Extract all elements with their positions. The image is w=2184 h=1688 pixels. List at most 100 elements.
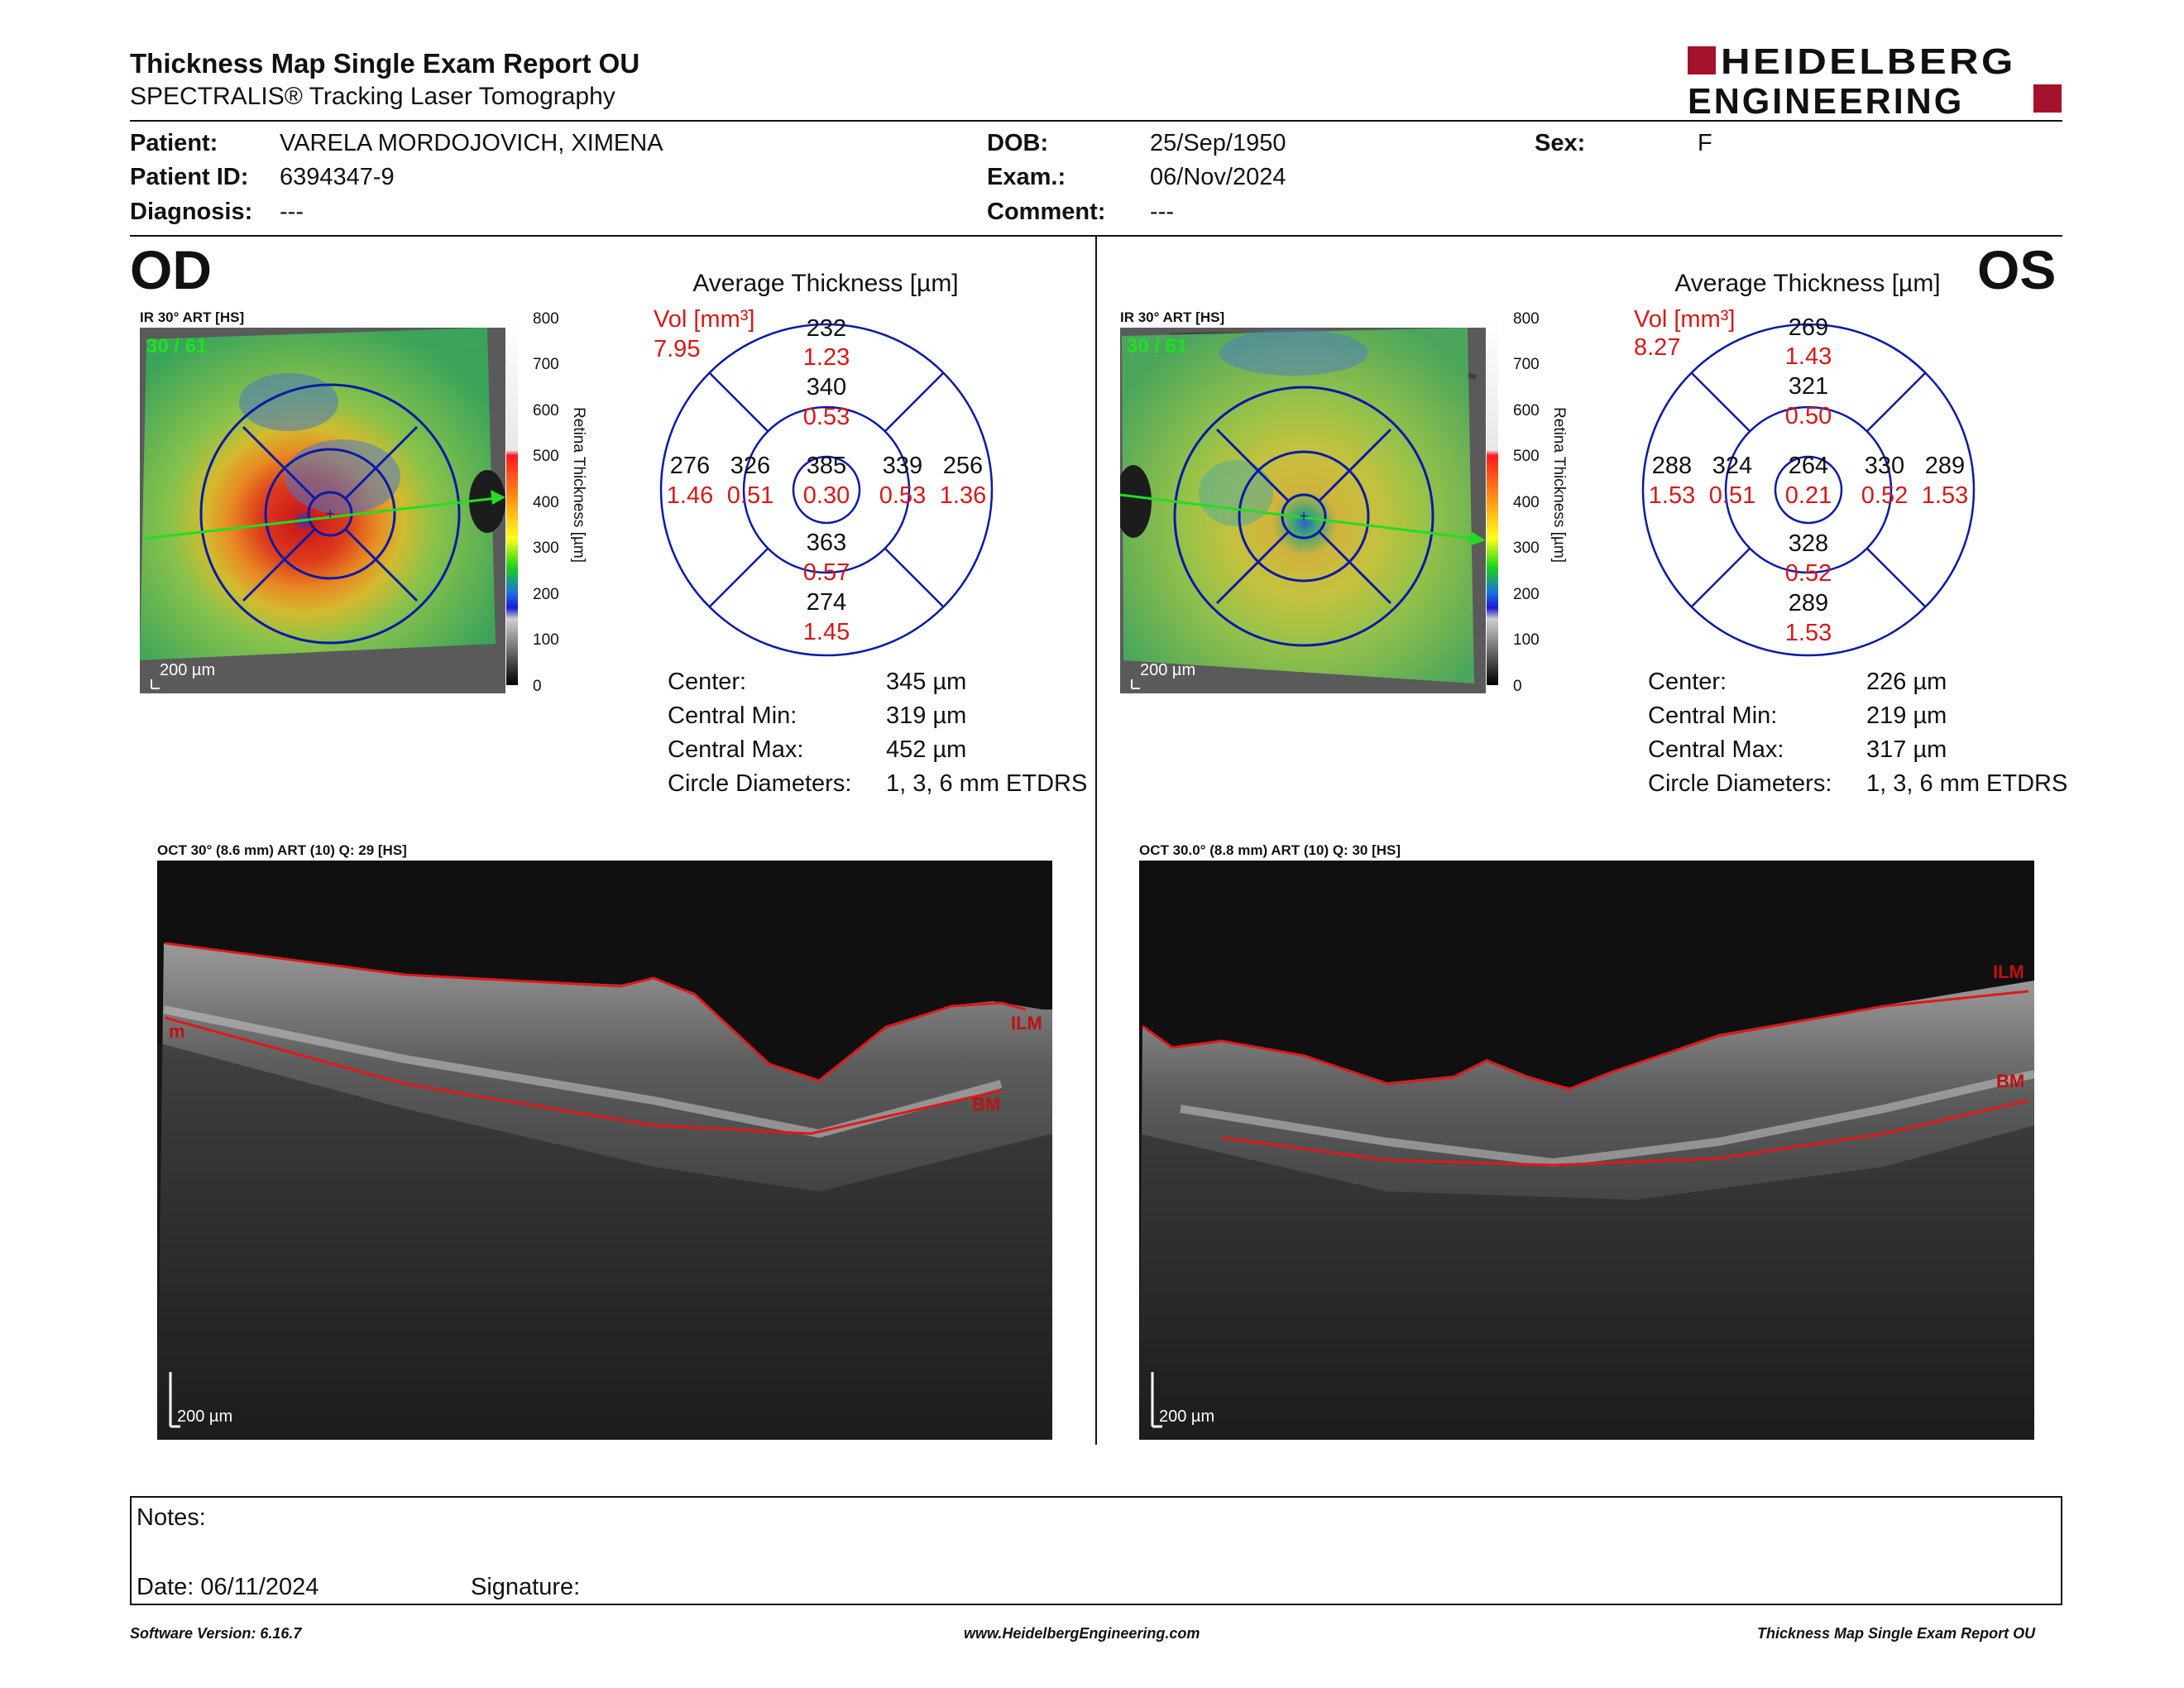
notes-signature-label: Signature: [471, 1574, 581, 1600]
od-fundus-thickness-map: + 30 / 61 200 µm [140, 328, 505, 693]
os-cbar-700: 700 [1513, 356, 1540, 373]
sex-value: F [1698, 130, 1712, 156]
os-cbar-400: 400 [1513, 494, 1540, 511]
dob-value: 25/Sep/1950 [1150, 130, 1286, 156]
diagnosis-label: Diagnosis: [130, 199, 253, 225]
od-stat-diam-value: 1, 3, 6 mm ETDRS [886, 770, 1088, 797]
os-stat-diam-label: Circle Diameters: [1648, 770, 1832, 797]
os-inner-temporal-volume: 0.52 [1861, 482, 1908, 509]
os-ir-label: IR 30° ART [HS] [1120, 309, 1225, 325]
os-outer-inferior-thickness: 289 [1789, 590, 1828, 616]
od-ilm-label: ILM [1011, 1013, 1042, 1033]
os-inner-superior-volume: 0.50 [1785, 403, 1832, 429]
od-stat-center-label: Center: [668, 669, 747, 695]
center-divider [1095, 237, 1097, 1445]
od-colorbar-title: Retina Thickness [µm] [570, 407, 587, 563]
os-etdrs-grid: 269 1.43 321 0.50 264 0.21 324 0.51 330 … [1641, 314, 1976, 657]
os-average-title: Average Thickness [µm] [1674, 270, 1941, 297]
os-ilm-label: ILM [1993, 961, 2024, 982]
od-inner-superior-volume: 0.53 [803, 404, 850, 430]
os-cbar-100: 100 [1513, 631, 1540, 649]
od-colorbar: 800 700 600 500 400 300 200 100 0 Retina… [506, 311, 587, 692]
notes-box: Notes: Date: 06/11/2024 Signature: [130, 1496, 2062, 1605]
od-cbar-100: 100 [533, 631, 559, 649]
od-scale-label: 200 µm [160, 661, 215, 679]
od-cbar-700: 700 [533, 356, 559, 373]
sex-label: Sex: [1535, 130, 1586, 156]
od-inner-inferior-volume: 0.57 [803, 559, 850, 586]
comment-label: Comment: [987, 199, 1106, 225]
report-subtitle: SPECTRALIS® Tracking Laser Tomography [130, 83, 615, 110]
os-cbar-500: 500 [1513, 448, 1540, 465]
os-inner-inferior-volume: 0.52 [1785, 560, 1832, 587]
logo-square-top [1688, 46, 1716, 74]
os-eye-label: OS [1977, 239, 2057, 300]
footer-report-name: Thickness Map Single Exam Report OU [1757, 1625, 2036, 1642]
od-average-title: Average Thickness [µm] [692, 270, 959, 297]
od-oct-scale: 200 µm [177, 1407, 232, 1426]
od-cbar-600: 600 [533, 402, 559, 420]
os-scale-label: 200 µm [1140, 661, 1195, 679]
logo-line1: HEIDELBERG [1721, 41, 2016, 82]
od-stat-min-label: Central Min: [668, 703, 797, 729]
od-frame-count: 30 / 61 [146, 335, 207, 357]
os-inner-temporal-thickness: 330 [1865, 453, 1904, 479]
od-stat-min-value: 319 µm [886, 703, 967, 729]
od-cbar-0: 0 [533, 678, 542, 692]
exam-label: Exam.: [987, 164, 1066, 190]
patient-name: VARELA MORDOJOVICH, XIMENA [280, 130, 663, 156]
footer-software-version: Software Version: 6.16.7 [130, 1625, 302, 1642]
od-inner-superior-thickness: 340 [807, 374, 846, 400]
od-cbar-800: 800 [533, 311, 559, 328]
os-oct-scale: 200 µm [1159, 1407, 1214, 1426]
os-colorbar: 800 700 600 500 400 300 200 100 0 Retina… [1487, 311, 1568, 692]
od-bm-label: BM [972, 1094, 1000, 1115]
od-inner-inferior-thickness: 363 [807, 530, 846, 556]
os-stat-min-label: Central Min: [1648, 703, 1778, 729]
os-colorbar-title: Retina Thickness [µm] [1550, 407, 1568, 563]
os-stat-max-value: 317 µm [1866, 736, 1947, 763]
os-inner-superior-thickness: 321 [1789, 373, 1828, 400]
os-stat-center-label: Center: [1648, 669, 1727, 695]
patient-divider [130, 235, 2062, 237]
od-edge-mark: m [169, 1021, 185, 1042]
os-cbar-0: 0 [1513, 678, 1522, 692]
svg-text:+: + [1300, 508, 1309, 525]
os-inner-nasal-thickness: 324 [1712, 453, 1752, 479]
notes-date: Date: 06/11/2024 [136, 1574, 319, 1600]
od-inner-nasal-thickness: 339 [883, 453, 922, 479]
logo-square-bottom [2033, 84, 2062, 113]
od-inner-nasal-volume: 0.53 [879, 482, 926, 509]
os-outer-inferior-volume: 1.53 [1785, 620, 1832, 646]
os-bm-label: BM [1996, 1071, 2024, 1091]
patient-id: 6394347-9 [280, 164, 395, 190]
os-vol-value: 8.27 [1634, 334, 1681, 361]
os-inner-inferior-thickness: 328 [1789, 530, 1828, 557]
dob-label: DOB: [987, 130, 1049, 156]
logo-line2: ENGINEERING [1688, 81, 1965, 122]
od-outer-temporal-thickness: 276 [670, 453, 710, 479]
od-outer-nasal-volume: 1.36 [940, 482, 986, 509]
patient-label: Patient: [130, 130, 218, 156]
od-outer-inferior-thickness: 274 [807, 589, 846, 616]
od-cbar-400: 400 [533, 494, 559, 511]
od-stat-diam-label: Circle Diameters: [668, 770, 852, 797]
od-center-thickness: 385 [807, 453, 846, 479]
od-stat-max-value: 452 µm [886, 736, 967, 763]
os-stat-max-label: Central Max: [1648, 736, 1784, 763]
od-cbar-300: 300 [533, 539, 559, 557]
report-title: Thickness Map Single Exam Report OU [130, 48, 640, 79]
patient-id-label: Patient ID: [130, 164, 249, 190]
od-etdrs-grid: 232 1.23 340 0.53 385 0.30 326 0.51 339 … [659, 315, 994, 657]
os-vol-label: Vol [mm³] [1634, 306, 1736, 333]
notes-label: Notes: [136, 1504, 206, 1531]
od-outer-superior-volume: 1.23 [803, 344, 850, 371]
heidelberg-logo: HEIDELBERG ENGINEERING [1688, 41, 2064, 122]
od-vol-label: Vol [mm³] [654, 306, 755, 333]
os-outer-superior-volume: 1.43 [1785, 343, 1832, 370]
od-outer-nasal-thickness: 256 [943, 453, 983, 479]
os-outer-nasal-thickness: 288 [1652, 453, 1692, 479]
os-frame-count: 30 / 61 [1127, 335, 1187, 357]
os-oct-label: OCT 30.0° (8.8 mm) ART (10) Q: 30 [HS] [1139, 842, 1401, 858]
od-cbar-200: 200 [533, 586, 559, 603]
